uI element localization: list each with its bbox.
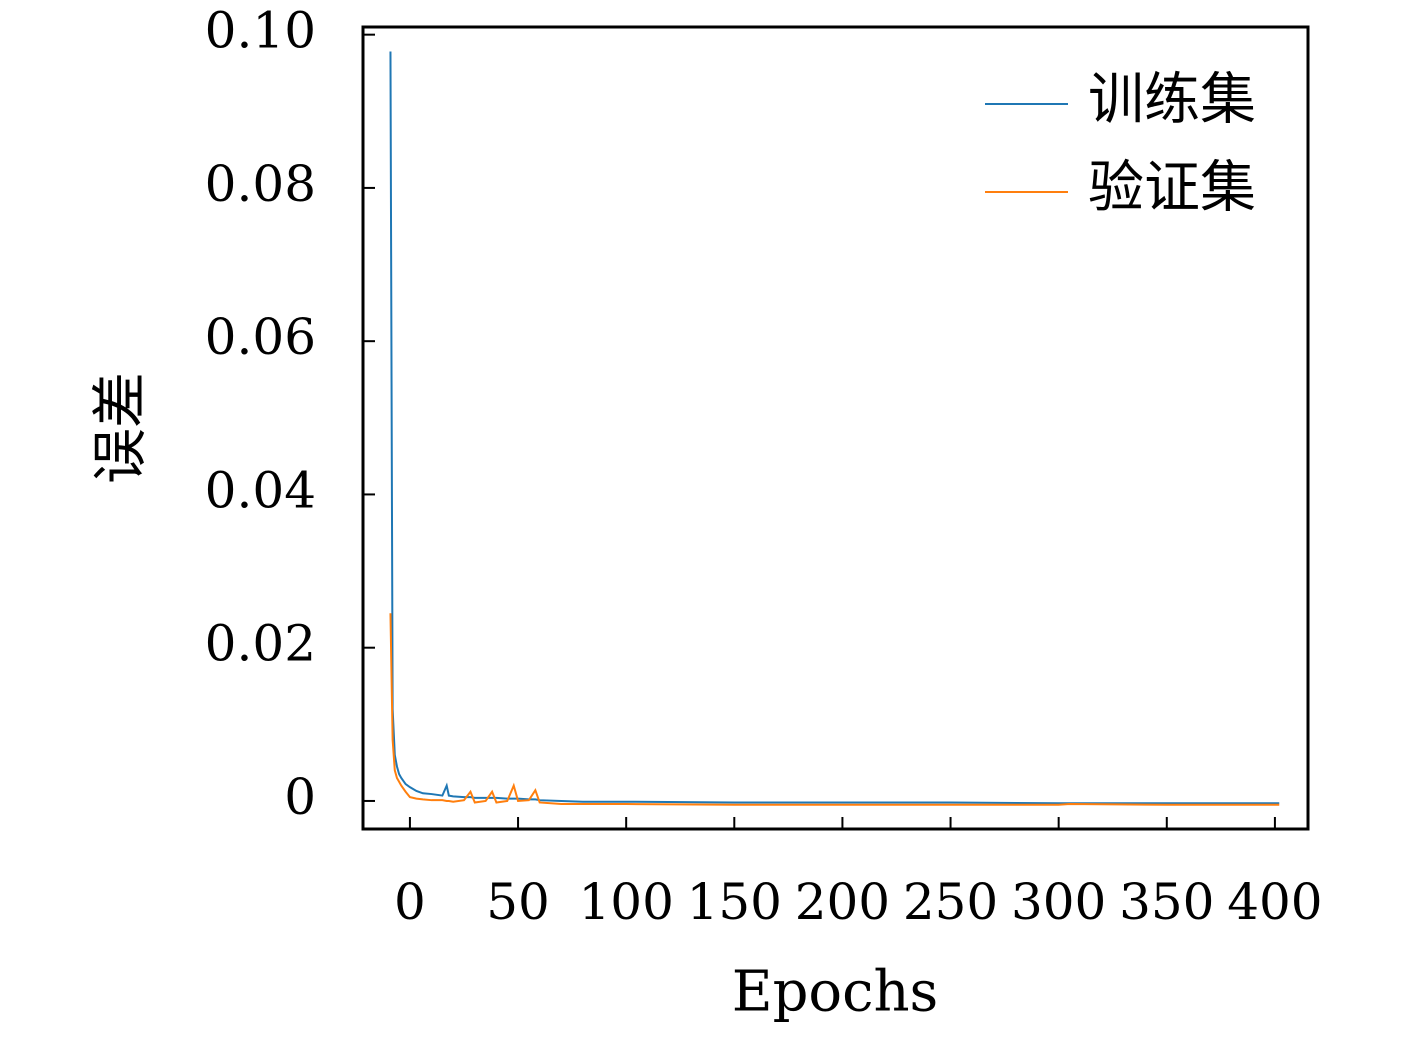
x-tick-label: 50 [486, 873, 550, 931]
x-tick-label: 200 [795, 873, 890, 931]
legend-label: 训练集 [1088, 68, 1256, 133]
x-tick-label: 350 [1119, 873, 1214, 931]
y-tick-label: 0.08 [205, 155, 316, 213]
plot-frame [361, 25, 1310, 831]
x-axis-label: Epochs [732, 960, 939, 1025]
x-tick-label: 400 [1227, 873, 1322, 931]
y-tick-label: 0.10 [205, 2, 316, 60]
y-tick-label: 0.04 [205, 461, 316, 519]
legend-label: 验证集 [1088, 156, 1256, 221]
data-line [389, 613, 1280, 806]
y-tick-label: 0.02 [205, 615, 316, 673]
y-axis-label: 误差 [89, 372, 154, 484]
y-tick-label: 0.06 [205, 308, 316, 366]
y-tick-label: 0 [284, 768, 316, 826]
x-tick-label: 300 [1011, 873, 1106, 931]
data-line [389, 51, 1280, 805]
x-tick-label: 250 [903, 873, 998, 931]
x-tick-label: 0 [394, 873, 426, 931]
x-tick-label: 150 [687, 873, 782, 931]
x-tick-label: 100 [578, 873, 673, 931]
